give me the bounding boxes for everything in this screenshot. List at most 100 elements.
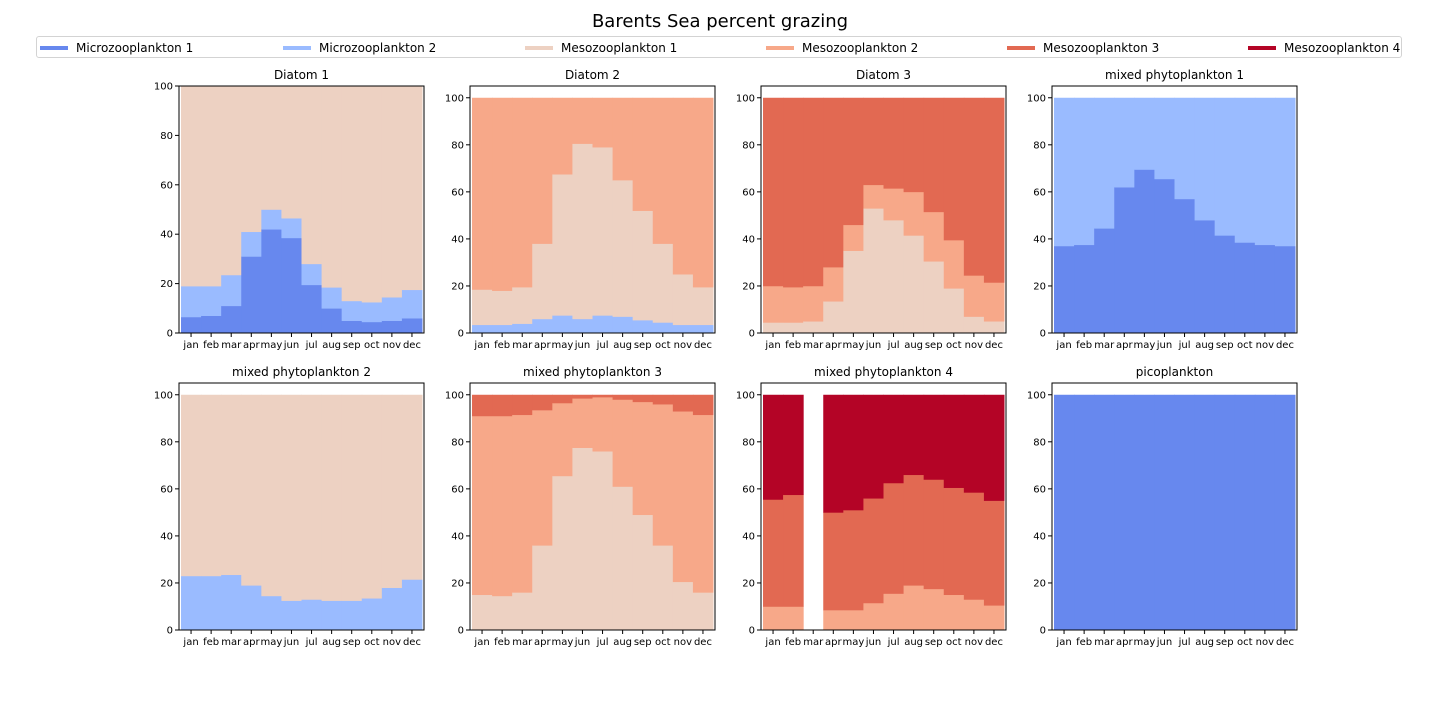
x-tick-label: jul bbox=[596, 340, 609, 351]
bar-segment bbox=[1074, 244, 1095, 334]
bar-segment bbox=[632, 320, 654, 334]
x-tick-label: mar bbox=[221, 637, 242, 648]
bar-segment bbox=[763, 606, 784, 631]
x-tick-label: sep bbox=[925, 340, 943, 351]
x-tick-label: jan bbox=[182, 637, 198, 648]
bar-segment bbox=[301, 284, 323, 334]
bar-segment bbox=[1174, 97, 1196, 200]
chart-title: Diatom 2 bbox=[565, 68, 620, 82]
y-tick-label: 20 bbox=[1033, 578, 1046, 589]
bar-segment bbox=[1134, 169, 1155, 334]
bar-segment bbox=[1214, 394, 1236, 631]
bar-segment bbox=[963, 275, 985, 317]
x-tick-label: oct bbox=[946, 340, 962, 351]
bar-segment bbox=[281, 218, 302, 239]
bar-segment bbox=[1054, 245, 1075, 334]
bar-segment bbox=[1094, 97, 1115, 229]
x-tick-label: nov bbox=[674, 637, 692, 648]
y-tick-label: 100 bbox=[154, 390, 173, 401]
bar-segment bbox=[1254, 97, 1276, 246]
bar-segment bbox=[803, 321, 824, 334]
bar-segment bbox=[381, 86, 403, 298]
y-tick-label: 40 bbox=[1033, 234, 1046, 245]
bar-segment bbox=[943, 288, 965, 334]
y-tick-label: 20 bbox=[160, 279, 173, 290]
bar-segment bbox=[823, 512, 844, 611]
legend: Microzooplankton 1 Microzooplankton 2 Meso… bbox=[36, 36, 1402, 58]
bar-segment bbox=[401, 394, 423, 580]
y-tick-label: 40 bbox=[1033, 531, 1046, 542]
bar-segment bbox=[492, 97, 513, 291]
x-tick-label: mar bbox=[512, 340, 533, 351]
bar-segment bbox=[1114, 97, 1135, 188]
y-tick-label: 0 bbox=[458, 329, 464, 340]
x-tick-label: mar bbox=[803, 340, 824, 351]
bar-segment bbox=[612, 316, 634, 334]
bar-segment bbox=[341, 320, 363, 334]
x-tick-label: sep bbox=[634, 637, 652, 648]
bar-segment bbox=[1094, 394, 1115, 631]
plot-frame bbox=[469, 85, 716, 334]
bar-segment bbox=[1134, 394, 1155, 631]
bar-segment bbox=[612, 180, 634, 317]
bar-segment bbox=[1114, 394, 1135, 631]
bar-segment bbox=[1274, 245, 1296, 334]
chart-panel: 0 20 40 60 80 100 jan feb mar apr may jun jul aug sep o… bbox=[1027, 365, 1298, 648]
bar-segment bbox=[1154, 394, 1175, 631]
bar-segment bbox=[843, 250, 864, 334]
y-tick-label: 60 bbox=[160, 484, 173, 495]
bar-segment bbox=[652, 243, 674, 323]
bar-segment bbox=[863, 394, 884, 499]
bar-segment bbox=[963, 492, 985, 600]
bar-segment bbox=[281, 600, 302, 631]
legend-item: Mesozooplankton 2 bbox=[766, 40, 918, 56]
bar-segment bbox=[763, 97, 784, 287]
bar-segment bbox=[1174, 198, 1196, 334]
x-tick-label: sep bbox=[634, 340, 652, 351]
y-tick-label: 40 bbox=[160, 531, 173, 542]
bar-segment bbox=[361, 394, 383, 599]
y-tick-label: 60 bbox=[451, 187, 464, 198]
bar-segment bbox=[783, 322, 804, 334]
y-tick-label: 80 bbox=[451, 140, 464, 151]
bar-segment bbox=[883, 97, 905, 189]
bar-segment bbox=[672, 581, 694, 631]
bar-segment bbox=[221, 305, 242, 334]
bar-segment bbox=[672, 274, 694, 326]
bar-segment bbox=[823, 394, 844, 513]
legend-swatch bbox=[40, 46, 68, 50]
bar-segment bbox=[883, 394, 905, 484]
bar-segment bbox=[943, 240, 965, 289]
x-tick-label: mar bbox=[221, 340, 242, 351]
bar-segment bbox=[241, 394, 262, 586]
bar-segment bbox=[1194, 394, 1216, 631]
bar-segment bbox=[943, 97, 965, 241]
plot-frame bbox=[178, 382, 425, 631]
bar-segment bbox=[863, 97, 884, 186]
x-tick-label: dec bbox=[985, 637, 1003, 648]
bar-segment bbox=[903, 394, 925, 476]
bar-segment bbox=[903, 97, 925, 193]
x-tick-label: aug bbox=[1195, 340, 1214, 351]
y-tick-label: 20 bbox=[451, 281, 464, 292]
bar-segment bbox=[241, 256, 262, 334]
x-tick-label: oct bbox=[1237, 340, 1253, 351]
bar-segment bbox=[301, 599, 323, 631]
x-tick-label: aug bbox=[1195, 637, 1214, 648]
bar-segment bbox=[241, 585, 262, 631]
chart-panel: 0 20 40 60 80 100 jan feb mar apr may jun jul aug sep o… bbox=[445, 68, 716, 351]
legend-label: Mesozooplankton 3 bbox=[1043, 41, 1160, 55]
bar-segment bbox=[472, 415, 493, 596]
bar-segment bbox=[923, 394, 945, 480]
x-tick-label: sep bbox=[925, 637, 943, 648]
bar-segment bbox=[472, 324, 493, 334]
bar-segment bbox=[261, 86, 282, 210]
bar-segment bbox=[983, 605, 1005, 631]
x-tick-label: dec bbox=[694, 637, 712, 648]
bar-segment bbox=[341, 300, 363, 321]
bar-segment bbox=[1114, 187, 1135, 334]
bar-segment bbox=[261, 394, 282, 597]
x-tick-label: jan bbox=[473, 340, 489, 351]
bar-segment bbox=[692, 97, 714, 288]
bar-segment bbox=[592, 394, 614, 398]
